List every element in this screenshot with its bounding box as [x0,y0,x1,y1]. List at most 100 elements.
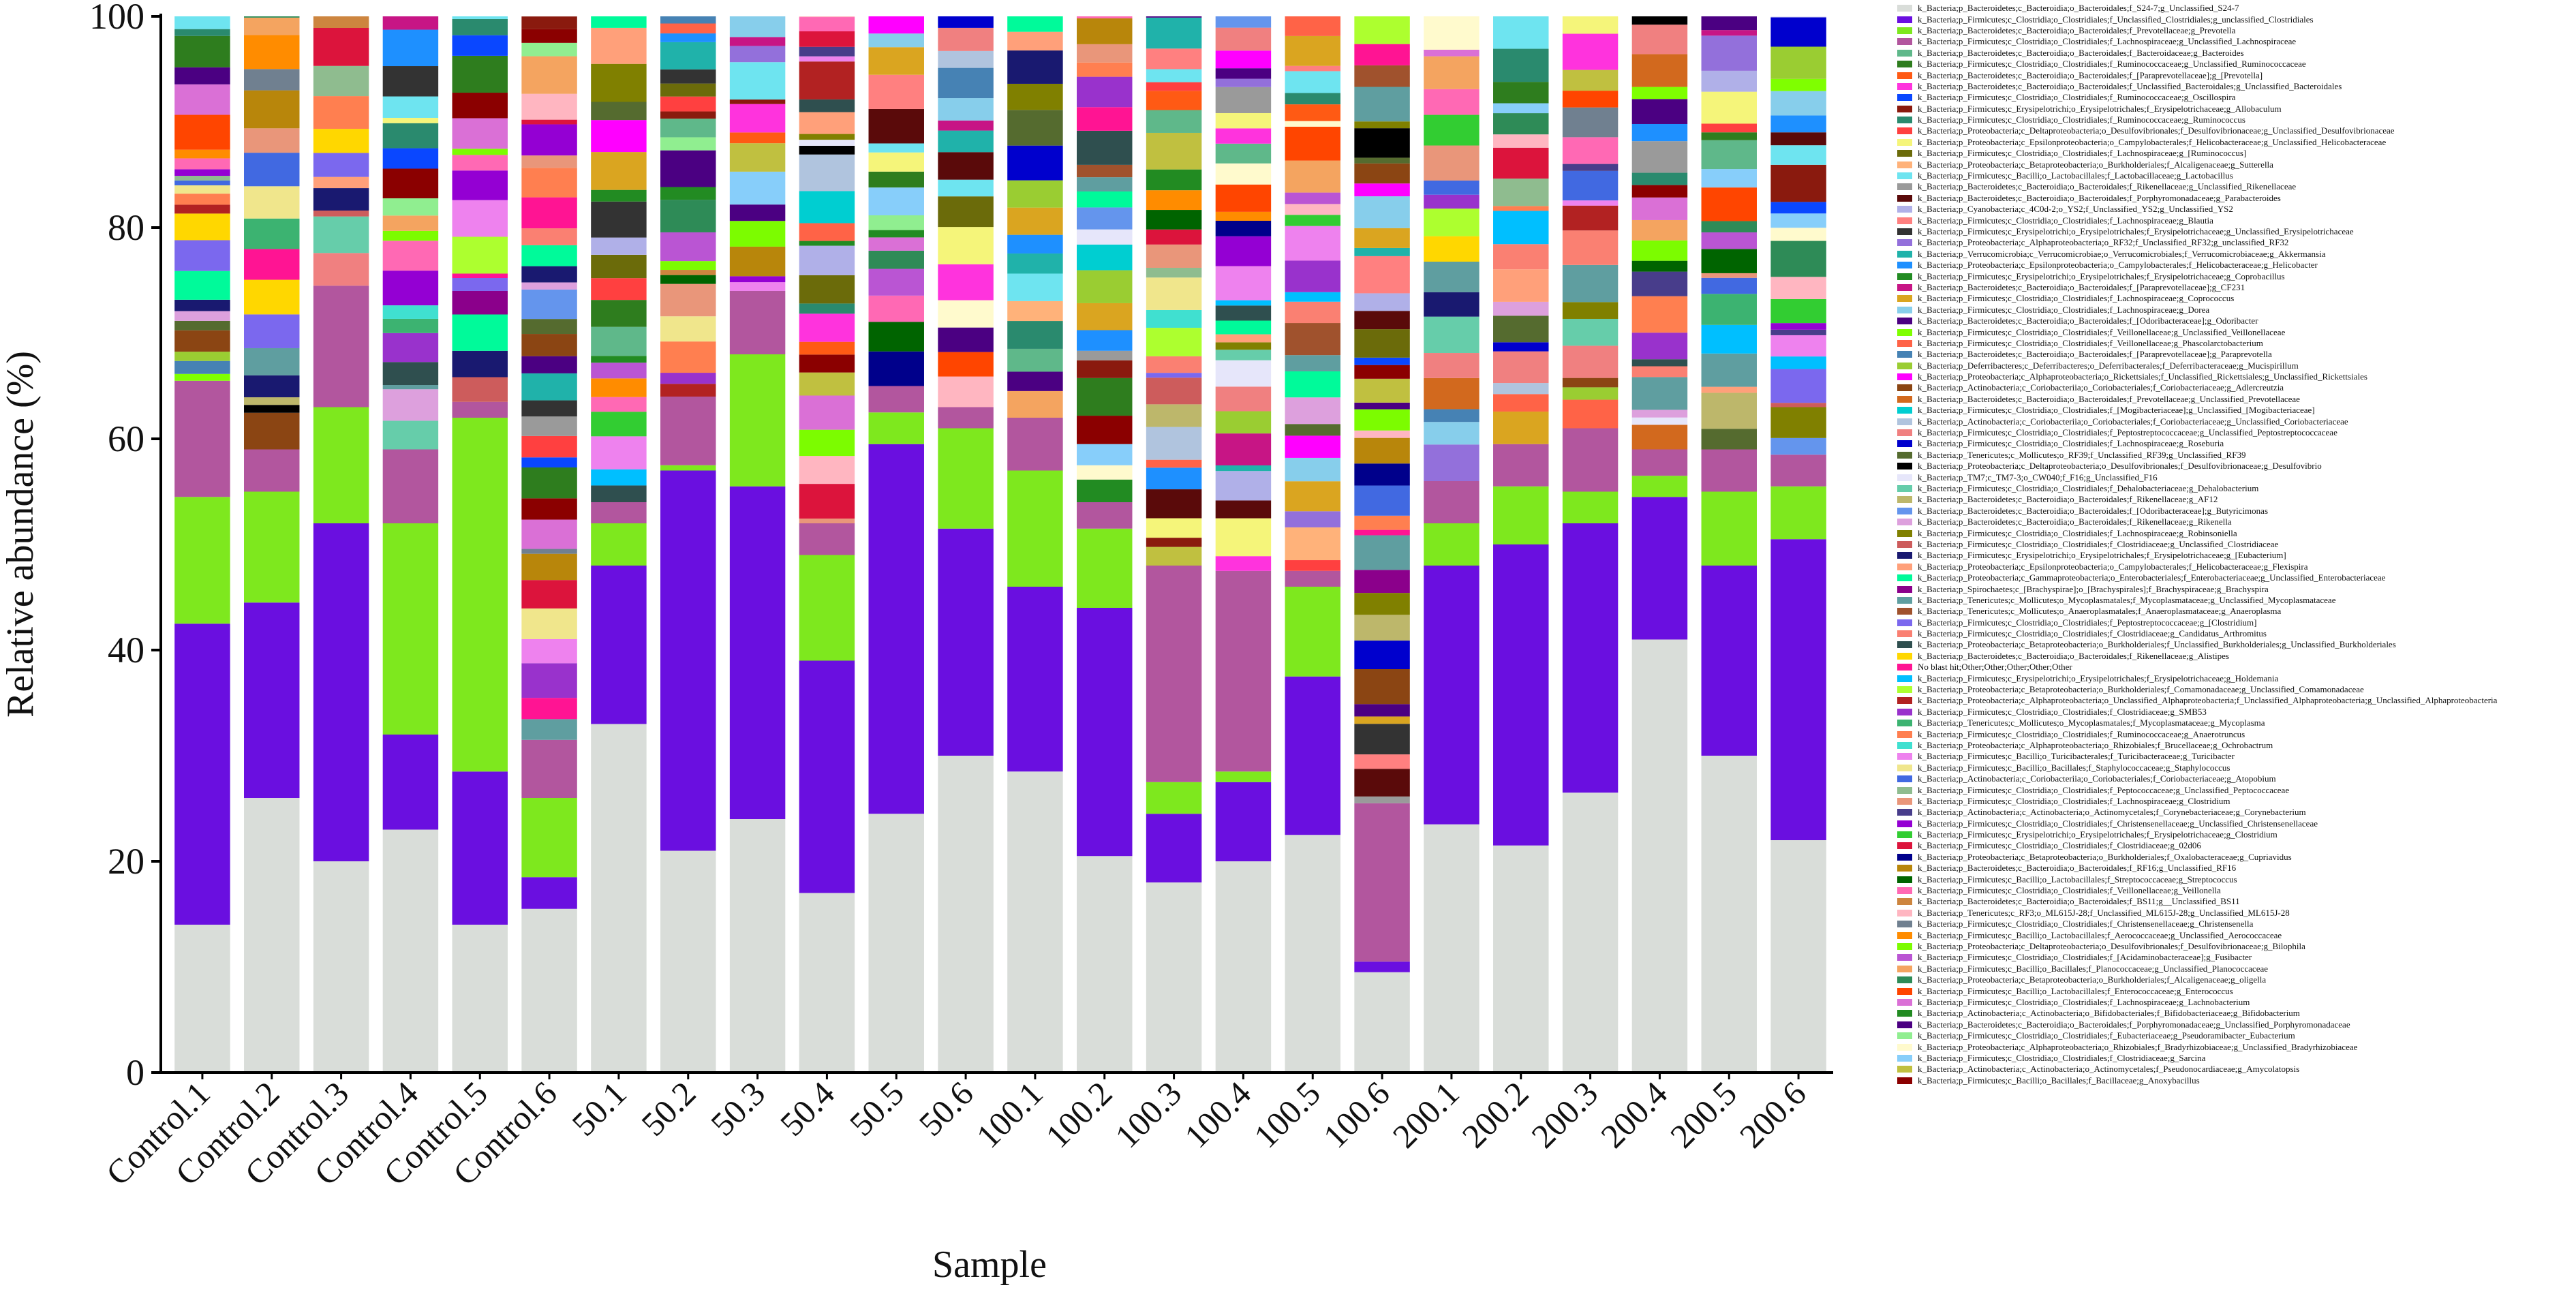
bar-segment [1285,587,1340,677]
legend-item: k_Bacteria;p_Firmicutes;c_Clostridia;o_C… [1897,305,2572,315]
bar-segment-minor [1146,427,1202,460]
bar-segment-minor [1354,485,1410,516]
legend-item: k_Bacteria;p_Bacteroidetes;c_Bacteroidia… [1897,349,2572,360]
bar-segment-minor [1215,112,1272,129]
bar-stack [660,16,716,1073]
legend-swatch [1897,686,1912,694]
bar-segment [799,893,855,1073]
bar-segment [1770,455,1826,487]
bar-segment-minor [1354,65,1410,87]
bar-segment-minor [1285,481,1340,512]
bar-segment-minor [729,246,786,277]
bar-segment-minor [591,378,647,397]
legend-label: k_Bacteria;p_Firmicutes;c_Clostridia;o_C… [1918,538,2279,549]
bar-segment-minor [1424,180,1479,195]
bar-segment-minor [382,241,439,271]
bar-segment-minor [868,351,924,386]
bar-segment-minor [799,395,855,430]
bar-segment-minor [1285,511,1340,527]
bar-segment-minor [1493,206,1549,211]
legend-label: k_Bacteria;p_Bacteroidetes;c_Bacteroidia… [1918,863,2237,874]
bar-segment-minor [1285,121,1340,127]
legend-item: k_Bacteria;p_Firmicutes;c_Erysipelotrich… [1897,271,2572,281]
legend-item: k_Bacteria;p_Firmicutes;c_Clostridia;o_C… [1897,14,2572,25]
bar-segment-minor [660,150,716,187]
legend-label: k_Bacteria;p_Firmicutes;c_Erysipelotrich… [1918,103,2282,114]
bar-segment-minor [382,29,439,67]
bar-segment-minor [244,69,300,91]
bar-segment-minor [729,171,786,205]
legend-label: k_Bacteria;p_Firmicutes;c_Bacilli;o_Turi… [1918,751,2235,762]
legend-item: k_Bacteria;p_Actinobacteria;c_Coriobacte… [1897,773,2572,784]
bar-segment-minor [1146,169,1202,191]
bar-segment [244,491,300,603]
bar-segment-minor [1077,164,1133,178]
legend-item: k_Bacteria;p_Bacteroidetes;c_Bacteroidia… [1897,81,2572,92]
bar-segment-minor [1701,91,1757,124]
legend-swatch [1897,831,1912,839]
legend-label: k_Bacteria;p_Proteobacteria;c_Epsilonpro… [1918,260,2318,271]
x-tick-label: 200.6 [1732,1074,1813,1155]
legend-label: k_Bacteria;p_Proteobacteria;c_Betaproteo… [1918,159,2273,170]
bar-segment-minor [1215,236,1272,266]
legend-item: k_Bacteria;p_Firmicutes;c_Clostridia;o_C… [1897,114,2572,125]
legend-label: k_Bacteria;p_Tenericutes;c_Mollicutes;o_… [1918,594,2336,605]
bar-segment [1424,566,1479,825]
bar-segment-minor [591,436,647,469]
bar-segment-minor [521,608,577,639]
bar-segment-minor [938,152,994,180]
bar-segment-minor [1701,123,1757,133]
bar-segment-minor [1701,30,1757,36]
bar-segment-minor [313,16,369,29]
bar-segment-minor [938,352,994,377]
bar-segment [1146,782,1202,814]
legend-swatch [1897,429,1912,437]
legend-item: k_Bacteria;p_Actinobacteria;c_Actinobact… [1897,1064,2572,1075]
bar-segment [521,739,577,798]
bar-segment-minor [938,227,994,264]
bar-segment-minor [452,118,508,149]
bar-segment-minor [382,198,439,216]
bar-segment-minor [1215,163,1272,185]
legend-swatch [1897,451,1912,459]
bar-segment [868,412,924,444]
legend-item: k_Bacteria;p_Firmicutes;c_Bacilli;o_Turi… [1897,751,2572,762]
legend-item: k_Bacteria;p_Firmicutes;c_Clostridia;o_C… [1897,818,2572,829]
bar-segment-minor [1146,356,1202,373]
bar-segment-minor [1631,271,1688,296]
legend-label: k_Bacteria;p_Firmicutes;c_Clostridia;o_C… [1918,628,2267,639]
bar-segment [1146,566,1202,782]
bar-segment-minor [521,435,577,458]
bar-segment-minor [521,168,577,198]
legend-swatch [1897,842,1912,850]
bar-segment-minor [1146,91,1202,110]
legend-label: k_Bacteria;p_Proteobacteria;c_Gammaprote… [1918,572,2386,583]
bar-segment [1562,428,1619,492]
bar-segment-minor [1215,211,1272,221]
bar-segment [1631,639,1688,1073]
bar-segment-minor [1631,377,1688,410]
bar-segment-minor [1146,328,1202,356]
bar-segment [1215,570,1272,772]
bar-segment-minor [1146,210,1202,230]
bar-segment [1007,771,1063,1073]
bar-segment-minor [1077,360,1133,378]
bar-segment-minor [1424,292,1479,317]
bar-segment-minor [729,46,786,63]
bar-segment [868,444,924,814]
bar-segment-minor [868,33,924,48]
bar-segment [591,724,647,1073]
bar-segment-minor [1354,535,1410,570]
legend-item: k_Bacteria;p_Firmicutes;c_Bacilli;o_Baci… [1897,964,2572,974]
bar-segment-minor [591,254,647,279]
bar-segment-minor [938,98,994,121]
bar-segment-minor [938,16,994,28]
bar-segment-minor [1770,16,1826,18]
bar-segment-minor [868,230,924,238]
bar-segment [729,354,786,487]
bar-segment-minor [1007,390,1063,418]
bar-segment-minor [660,96,716,112]
x-axis-title: Sample [932,1244,1047,1286]
bar-segment-minor [313,28,369,66]
bar-segment [1631,476,1688,497]
